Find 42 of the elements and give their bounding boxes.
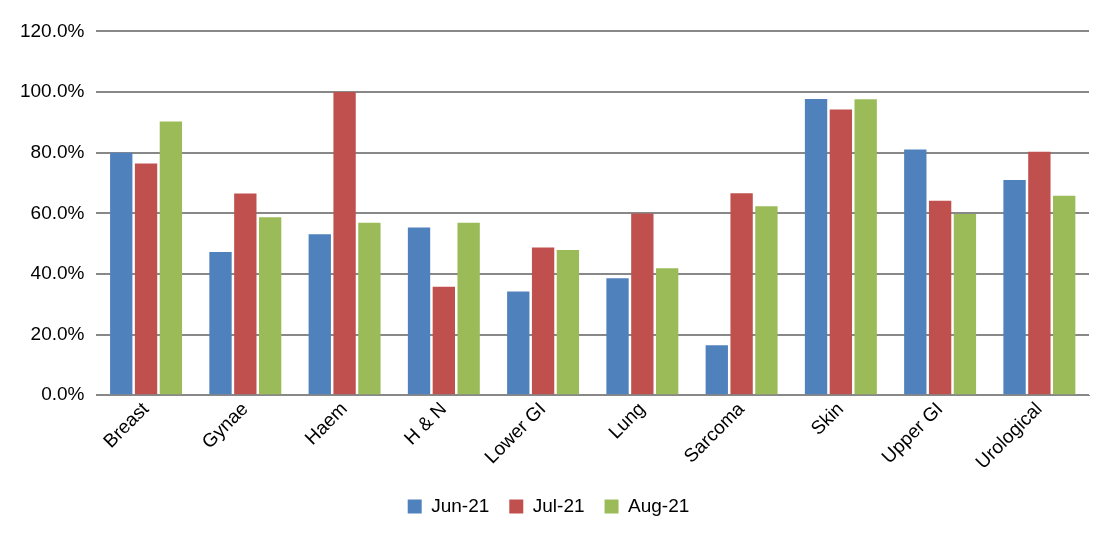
bar — [953, 213, 977, 395]
bar — [656, 268, 679, 395]
y-tick-label: 40.0% — [30, 262, 85, 284]
bar — [631, 213, 654, 395]
bar — [134, 163, 158, 395]
bar — [308, 234, 331, 395]
bar — [606, 278, 629, 395]
bar — [234, 193, 257, 395]
y-tick-label: 100.0% — [19, 80, 85, 102]
bar — [829, 109, 853, 395]
bar — [110, 152, 133, 395]
y-tick-label: 80.0% — [30, 140, 85, 162]
x-tick-label: Skin — [806, 397, 848, 439]
bar — [432, 286, 455, 395]
bar — [928, 200, 952, 395]
bar — [1053, 195, 1076, 395]
bar — [904, 149, 927, 395]
y-tick-label: 60.0% — [30, 201, 85, 223]
bar — [730, 193, 753, 395]
bar — [407, 227, 431, 395]
bar — [457, 222, 480, 395]
bar — [755, 206, 778, 395]
bar — [507, 291, 530, 395]
y-tick-label: 120.0% — [19, 19, 85, 41]
y-tick-label: 0.0% — [41, 383, 85, 405]
bar — [258, 217, 282, 395]
y-tick-label: 20.0% — [30, 322, 85, 344]
bar — [209, 252, 232, 395]
legend-label: Jul-21 — [532, 494, 585, 516]
bar — [1028, 151, 1051, 395]
bar — [531, 247, 555, 395]
legend-label: Aug-21 — [628, 494, 690, 516]
bar — [804, 99, 828, 395]
bar — [556, 249, 580, 395]
bar — [358, 222, 381, 395]
bar — [333, 92, 356, 395]
bar — [854, 99, 877, 395]
legend-label: Jun-21 — [431, 494, 490, 516]
bar — [1003, 179, 1026, 395]
bar — [705, 345, 728, 395]
x-tick-label: H & N — [399, 397, 451, 449]
bar — [159, 121, 183, 395]
